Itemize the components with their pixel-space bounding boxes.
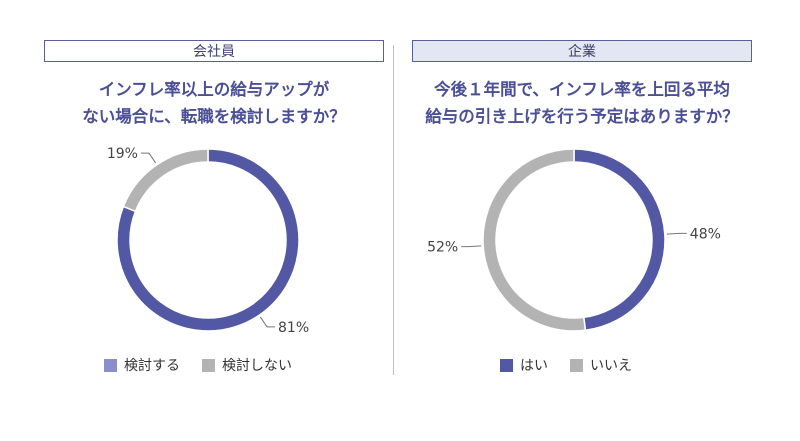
company-question: 今後１年間で、インフレ率を上回る平均 給与の引き上げを行う予定はありますか？ xyxy=(412,76,752,130)
employee-slice-0 xyxy=(116,148,300,332)
employee-value-label-0: 81% xyxy=(278,320,309,336)
employee-question-line-2: ない場合に、転職を検討しますか？ xyxy=(82,107,346,126)
employee-value-label-1: 19% xyxy=(107,146,138,162)
employee-donut-chart: 81% 19% xyxy=(107,146,309,336)
company-slice-0 xyxy=(573,148,666,332)
legend-label: いいえ xyxy=(590,358,632,374)
panel-divider xyxy=(393,45,394,375)
legend-item-yes: はい xyxy=(500,355,548,375)
company-slice-1 xyxy=(482,148,587,332)
company-question-line-2: 給与の引き上げを行う予定はありますか？ xyxy=(425,107,739,126)
employee-legend: 検討する 検討しない xyxy=(104,355,292,375)
legend-swatch-secondary xyxy=(570,358,583,372)
company-donut-chart: 48% 52% xyxy=(427,148,721,332)
employee-question: インフレ率以上の給与アップが ない場合に、転職を検討しますか？ xyxy=(44,76,384,130)
company-leader-line-0 xyxy=(666,232,687,235)
legend-item-no: いいえ xyxy=(570,355,632,375)
legend-item-consider: 検討する xyxy=(104,355,180,375)
employee-leader-line-0 xyxy=(259,316,276,328)
legend-swatch-primary xyxy=(104,358,117,372)
company-value-label-1: 52% xyxy=(427,240,458,256)
employee-question-line-1: インフレ率以上の給与アップが xyxy=(98,80,330,99)
legend-label: 検討しない xyxy=(222,358,292,374)
legend-label: 検討する xyxy=(124,358,180,374)
company-legend: はい いいえ xyxy=(500,355,632,375)
legend-label: はい xyxy=(520,358,548,374)
legend-swatch-primary xyxy=(500,358,513,372)
legend-swatch-secondary xyxy=(202,358,215,372)
company-panel: 企業 今後１年間で、インフレ率を上回る平均 給与の引き上げを行う予定はありますか… xyxy=(412,40,752,130)
legend-item-not-consider: 検討しない xyxy=(202,355,292,375)
employee-header: 会社員 xyxy=(44,40,384,62)
employee-slice-1 xyxy=(122,148,209,213)
company-header: 企業 xyxy=(412,40,752,62)
employee-leader-line-1 xyxy=(140,152,157,164)
company-question-line-1: 今後１年間で、インフレ率を上回る平均 xyxy=(434,80,730,99)
employee-panel: 会社員 インフレ率以上の給与アップが ない場合に、転職を検討しますか？ xyxy=(44,40,384,130)
company-leader-line-1 xyxy=(461,245,482,248)
company-value-label-0: 48% xyxy=(690,226,721,242)
